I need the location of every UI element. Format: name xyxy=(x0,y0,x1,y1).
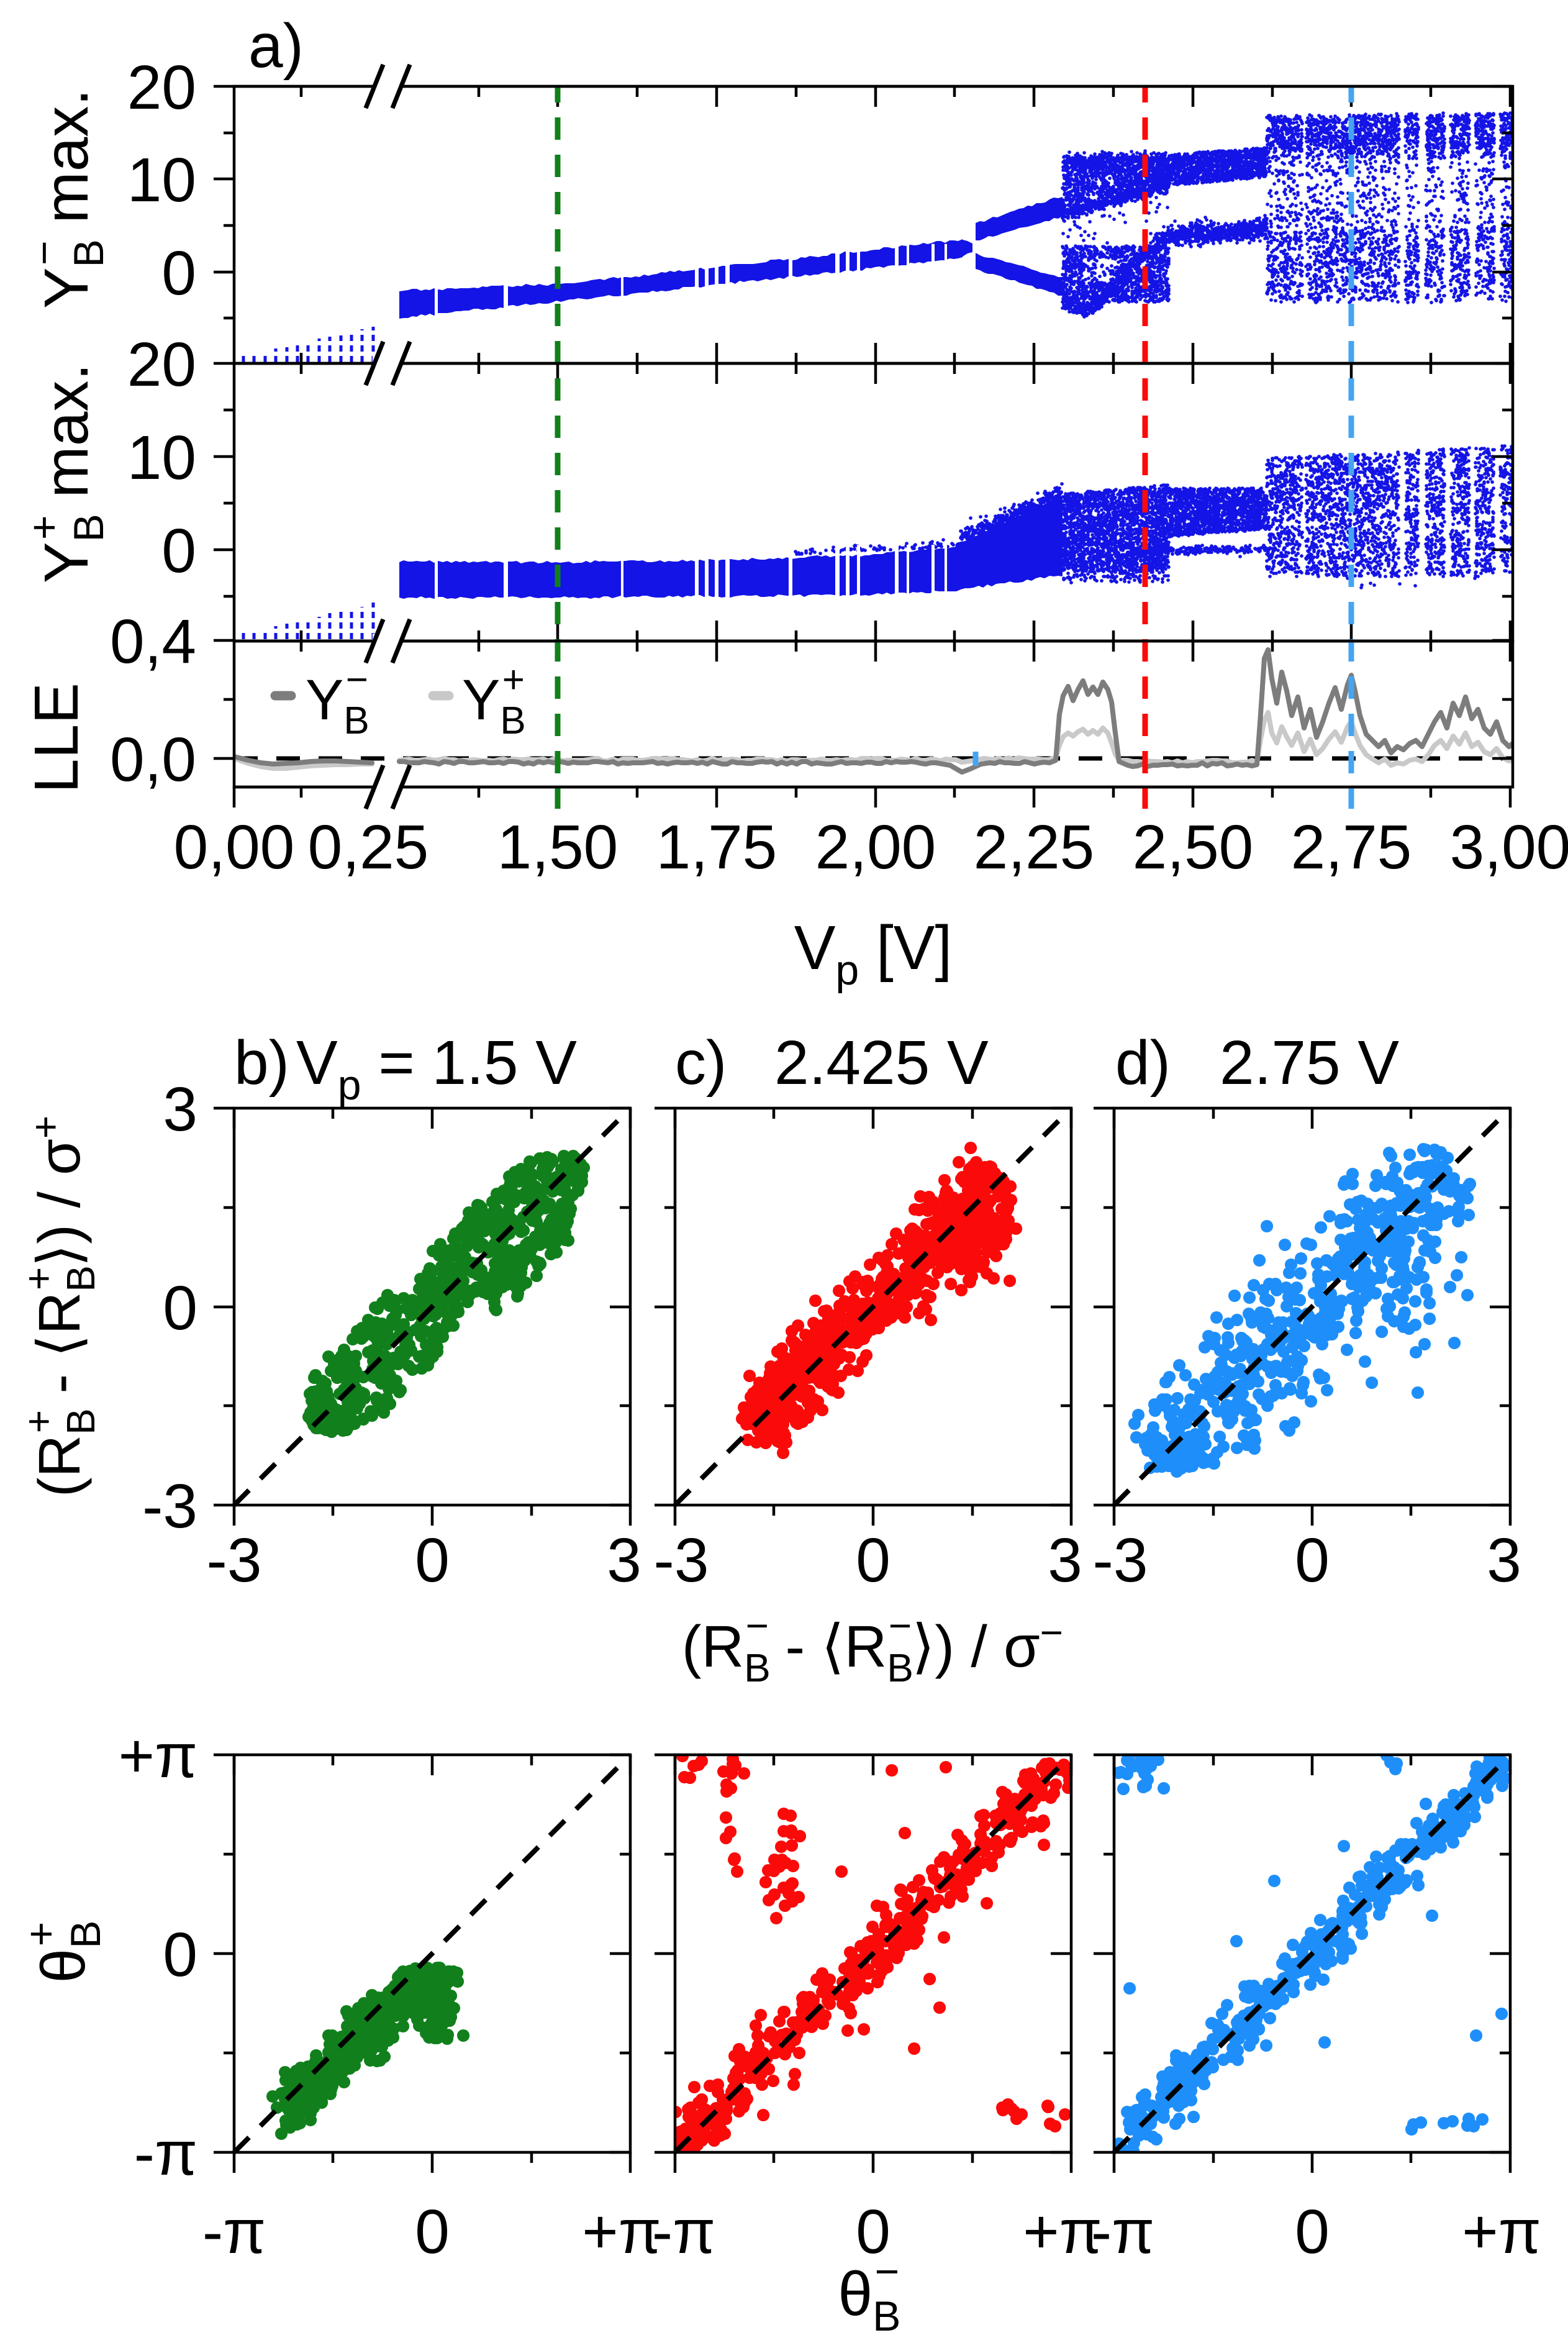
svg-text:0,25: 0,25 xyxy=(308,812,429,882)
svg-text:0: 0 xyxy=(856,2197,890,2267)
svg-text:b): b) xyxy=(234,1028,289,1098)
svg-text:Vp [V]: Vp [V] xyxy=(794,913,953,994)
svg-text:3: 3 xyxy=(607,1526,641,1595)
svg-text:3: 3 xyxy=(1048,1526,1082,1595)
svg-text:10: 10 xyxy=(127,423,196,493)
svg-text:1,75: 1,75 xyxy=(656,812,777,882)
svg-text:10: 10 xyxy=(127,145,196,215)
svg-text:-3: -3 xyxy=(142,1472,197,1541)
svg-text:0,00: 0,00 xyxy=(174,812,295,882)
svg-text:+π: +π xyxy=(1462,2197,1541,2267)
svg-text:3: 3 xyxy=(1487,1526,1521,1595)
svg-text:d): d) xyxy=(1115,1028,1171,1098)
svg-text:θB+​: θB+​ xyxy=(17,1921,109,1983)
svg-text:0: 0 xyxy=(856,1526,890,1595)
svg-text:0: 0 xyxy=(415,2197,450,2267)
svg-text:a): a) xyxy=(248,11,304,81)
svg-text:YB−​ max.: YB−​ max. xyxy=(20,89,112,309)
svg-text:0,4: 0,4 xyxy=(110,607,196,676)
svg-text:2.425 V: 2.425 V xyxy=(774,1028,989,1098)
svg-text:2,50: 2,50 xyxy=(1133,812,1254,882)
svg-text:0: 0 xyxy=(415,1526,450,1595)
svg-text:+π: +π xyxy=(1023,2197,1102,2267)
svg-text:1,50: 1,50 xyxy=(497,812,619,882)
svg-text:0: 0 xyxy=(163,1273,197,1343)
svg-text:(RB+ - ⟨RB+⟩) / σ+: (RB+ - ⟨RB+⟩) / σ+ xyxy=(16,1116,103,1497)
svg-text:(RB− - ⟨RB−⟩) / σ−: (RB− - ⟨RB−⟩) / σ− xyxy=(682,1603,1063,1690)
svg-text:0: 0 xyxy=(161,239,196,308)
svg-text:0: 0 xyxy=(1295,1526,1330,1595)
svg-text:Vp = 1.5 V: Vp = 1.5 V xyxy=(296,1028,577,1109)
svg-text:-3: -3 xyxy=(1093,1526,1148,1595)
svg-text:3: 3 xyxy=(163,1075,197,1144)
svg-text:-π: -π xyxy=(134,2119,197,2188)
svg-text:0: 0 xyxy=(163,1920,197,1990)
svg-text:YB−​: YB−​ xyxy=(306,658,369,742)
svg-text:-3: -3 xyxy=(654,1526,709,1595)
svg-text:θB−​: θB−​ xyxy=(838,2248,901,2340)
svg-text:c): c) xyxy=(675,1028,727,1098)
svg-text:0: 0 xyxy=(161,516,196,586)
svg-text:-π: -π xyxy=(202,2197,266,2267)
svg-text:2,75: 2,75 xyxy=(1291,812,1412,882)
svg-text:YB+​ max.: YB+​ max. xyxy=(20,363,112,583)
svg-text:-π: -π xyxy=(652,2197,715,2267)
svg-text:2,00: 2,00 xyxy=(815,812,936,882)
svg-text:-π: -π xyxy=(1091,2197,1154,2267)
svg-text:+π: +π xyxy=(119,1721,197,1791)
svg-text:3,00: 3,00 xyxy=(1450,812,1568,882)
svg-text:0,0: 0,0 xyxy=(110,725,196,794)
svg-text:2,25: 2,25 xyxy=(974,812,1095,882)
svg-text:20: 20 xyxy=(127,53,196,122)
svg-text:-3: -3 xyxy=(207,1526,262,1595)
svg-text:0: 0 xyxy=(1295,2197,1330,2267)
svg-text:2.75 V: 2.75 V xyxy=(1220,1028,1399,1098)
svg-text:LLE: LLE xyxy=(22,683,91,793)
svg-text:+π: +π xyxy=(582,2197,661,2267)
svg-text:YB+​: YB+​ xyxy=(462,658,526,742)
svg-text:20: 20 xyxy=(127,330,196,399)
